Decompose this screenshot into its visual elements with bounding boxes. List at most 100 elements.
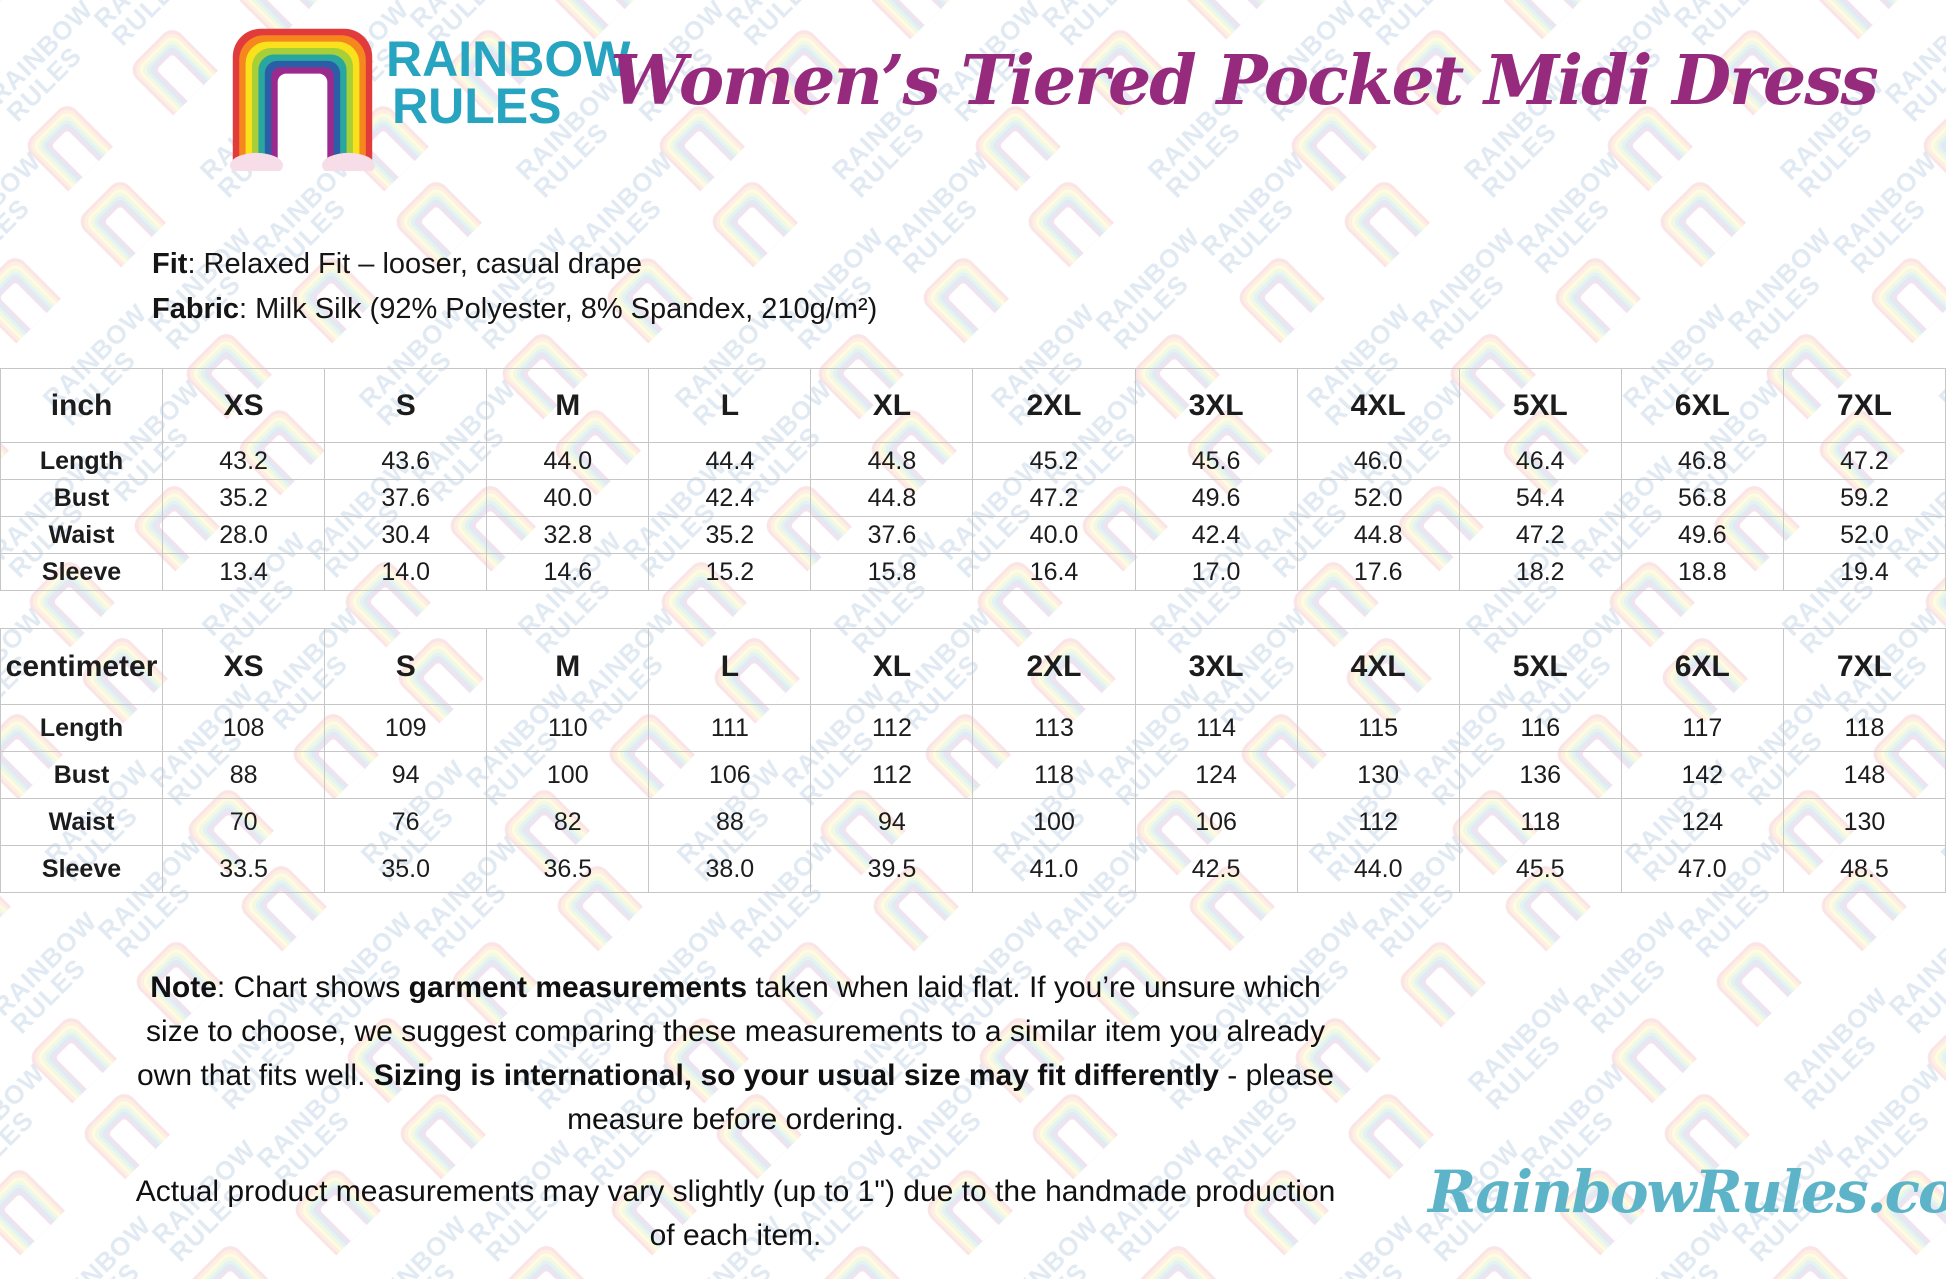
measurement-value: 37.6 xyxy=(810,516,974,554)
measurement-row: Bust 88 94 100 106 112 118 124 130 136 142 148 xyxy=(0,751,1946,799)
measurement-value: 48.5 xyxy=(1782,845,1946,893)
measurement-value: 52.0 xyxy=(1296,479,1460,517)
size-header-row: inch XS S M L XL 2XL 3XL 4XL 5XL 6XL 7XL xyxy=(0,368,1946,443)
measurement-value: 28.0 xyxy=(162,516,326,554)
measurement-value: 112 xyxy=(1296,798,1460,846)
measurement-value: 124 xyxy=(1620,798,1784,846)
measurement-value: 112 xyxy=(810,751,974,799)
size-column-header: 6XL xyxy=(1620,368,1784,443)
measurement-value: 18.8 xyxy=(1620,553,1784,591)
measure-row-label: Waist xyxy=(0,516,164,554)
measurement-value: 46.0 xyxy=(1296,442,1460,480)
measurement-value: 136 xyxy=(1458,751,1622,799)
note-segment: taken when laid flat. If you’re unsure w… xyxy=(136,971,1325,1092)
measurement-value: 52.0 xyxy=(1782,516,1946,554)
measurement-value: 44.4 xyxy=(648,442,812,480)
measurement-value: 44.8 xyxy=(810,442,974,480)
measurement-value: 43.2 xyxy=(162,442,326,480)
measurement-value: 47.2 xyxy=(1782,442,1946,480)
product-info: Fit: Relaxed Fit – looser, casual drape … xyxy=(152,242,877,332)
measurement-value: 35.2 xyxy=(648,516,812,554)
measurement-value: 82 xyxy=(486,798,650,846)
measurement-value: 14.0 xyxy=(324,553,488,591)
measurement-value: 49.6 xyxy=(1620,516,1784,554)
fabric-value: : Milk Silk (92% Polyester, 8% Spandex, … xyxy=(239,293,878,325)
size-column-header: XL xyxy=(810,628,974,705)
measurement-value: 42.4 xyxy=(1134,516,1298,554)
note-segment: - please measure before ordering. xyxy=(567,1059,1334,1136)
fit-value: : Relaxed Fit – looser, casual drape xyxy=(187,248,643,280)
measure-row-label: Length xyxy=(0,442,164,480)
fit-line: Fit: Relaxed Fit – looser, casual drape xyxy=(152,242,877,287)
brand-name-line1: RAINBOW xyxy=(386,31,631,87)
measurement-value: 30.4 xyxy=(324,516,488,554)
measurement-value: 118 xyxy=(1782,704,1946,752)
measurement-value: 18.2 xyxy=(1458,553,1622,591)
measurement-value: 115 xyxy=(1296,704,1460,752)
measurement-value: 56.8 xyxy=(1620,479,1784,517)
size-column-header: 7XL xyxy=(1782,368,1946,443)
measurement-value: 118 xyxy=(1458,798,1622,846)
sizing-note: Note: Chart shows garment measurements t… xyxy=(128,966,1343,1142)
measure-row-label: Waist xyxy=(0,798,164,846)
note-segment: : Chart shows xyxy=(216,971,409,1004)
size-column-header: M xyxy=(486,368,650,443)
measurement-value: 45.2 xyxy=(972,442,1136,480)
brand-name: RAINBOW RULES xyxy=(386,31,631,131)
measurement-value: 94 xyxy=(810,798,974,846)
measurement-value: 148 xyxy=(1782,751,1946,799)
measure-row-label: Sleeve xyxy=(0,845,164,893)
measurement-row: Sleeve 13.4 14.0 14.6 15.2 15.8 16.4 17.0 17.6 18… xyxy=(0,553,1946,591)
size-column-header: XS xyxy=(162,368,326,443)
measurement-value: 112 xyxy=(810,704,974,752)
size-column-header: 2XL xyxy=(972,368,1136,443)
note-segment: Sizing is international, so your usual s… xyxy=(373,1059,1219,1092)
size-header-row: centimeter XS S M L XL 2XL 3XL 4XL 5XL 6XL 7XL xyxy=(0,628,1946,705)
size-column-header: S xyxy=(324,368,488,443)
size-column-header: XS xyxy=(162,628,326,705)
measurement-value: 130 xyxy=(1782,798,1946,846)
size-column-header: M xyxy=(486,628,650,705)
measure-row-label: Length xyxy=(0,704,164,752)
measurement-row: Waist 70 76 82 88 94 100 106 112 118 124 130 xyxy=(0,798,1946,846)
product-title: Women’s Tiered Pocket Midi Dress xyxy=(610,41,1879,121)
inch-size-table: inch XS S M L XL 2XL 3XL 4XL 5XL 6XL 7XL Length 43.2 4… xyxy=(0,368,1946,591)
size-column-header: S xyxy=(324,628,488,705)
measurement-row: Bust 35.2 37.6 40.0 42.4 44.8 47.2 49.6 52.0 54.4… xyxy=(0,479,1946,517)
measurement-value: 16.4 xyxy=(972,553,1136,591)
measurement-value: 46.8 xyxy=(1620,442,1784,480)
measurement-value: 130 xyxy=(1296,751,1460,799)
unit-header: centimeter xyxy=(0,628,164,705)
measurement-row: Sleeve 33.5 35.0 36.5 38.0 39.5 41.0 42.5 44.0 45… xyxy=(0,845,1946,893)
measurement-value: 106 xyxy=(648,751,812,799)
size-column-header: 7XL xyxy=(1782,628,1946,705)
measurement-row: Length 43.2 43.6 44.0 44.4 44.8 45.2 45.6 46.0 46… xyxy=(0,442,1946,480)
size-column-header: 4XL xyxy=(1296,368,1460,443)
measurement-value: 110 xyxy=(486,704,650,752)
measurement-value: 47.2 xyxy=(1458,516,1622,554)
measurement-value: 32.8 xyxy=(486,516,650,554)
measurement-value: 36.5 xyxy=(486,845,650,893)
note-segment: Note xyxy=(150,971,217,1004)
measurement-value: 41.0 xyxy=(972,845,1136,893)
measurement-value: 118 xyxy=(972,751,1136,799)
measurement-value: 15.2 xyxy=(648,553,812,591)
measurement-value: 49.6 xyxy=(1134,479,1298,517)
fit-label: Fit xyxy=(152,248,188,280)
measurement-value: 47.2 xyxy=(972,479,1136,517)
size-column-header: 4XL xyxy=(1296,628,1460,705)
measurement-value: 46.4 xyxy=(1458,442,1622,480)
measure-row-label: Bust xyxy=(0,479,164,517)
measurement-value: 35.2 xyxy=(162,479,326,517)
measurement-value: 109 xyxy=(324,704,488,752)
size-column-header: L xyxy=(648,368,812,443)
measurement-value: 42.4 xyxy=(648,479,812,517)
measurement-value: 15.8 xyxy=(810,553,974,591)
note-segment: garment measurements xyxy=(408,971,748,1004)
measurement-value: 44.0 xyxy=(486,442,650,480)
measurement-value: 42.5 xyxy=(1134,845,1298,893)
centimeter-size-table: centimeter XS S M L XL 2XL 3XL 4XL 5XL 6XL 7XL Lengt… xyxy=(0,628,1946,893)
measurement-value: 88 xyxy=(648,798,812,846)
measurement-value: 44.0 xyxy=(1296,845,1460,893)
